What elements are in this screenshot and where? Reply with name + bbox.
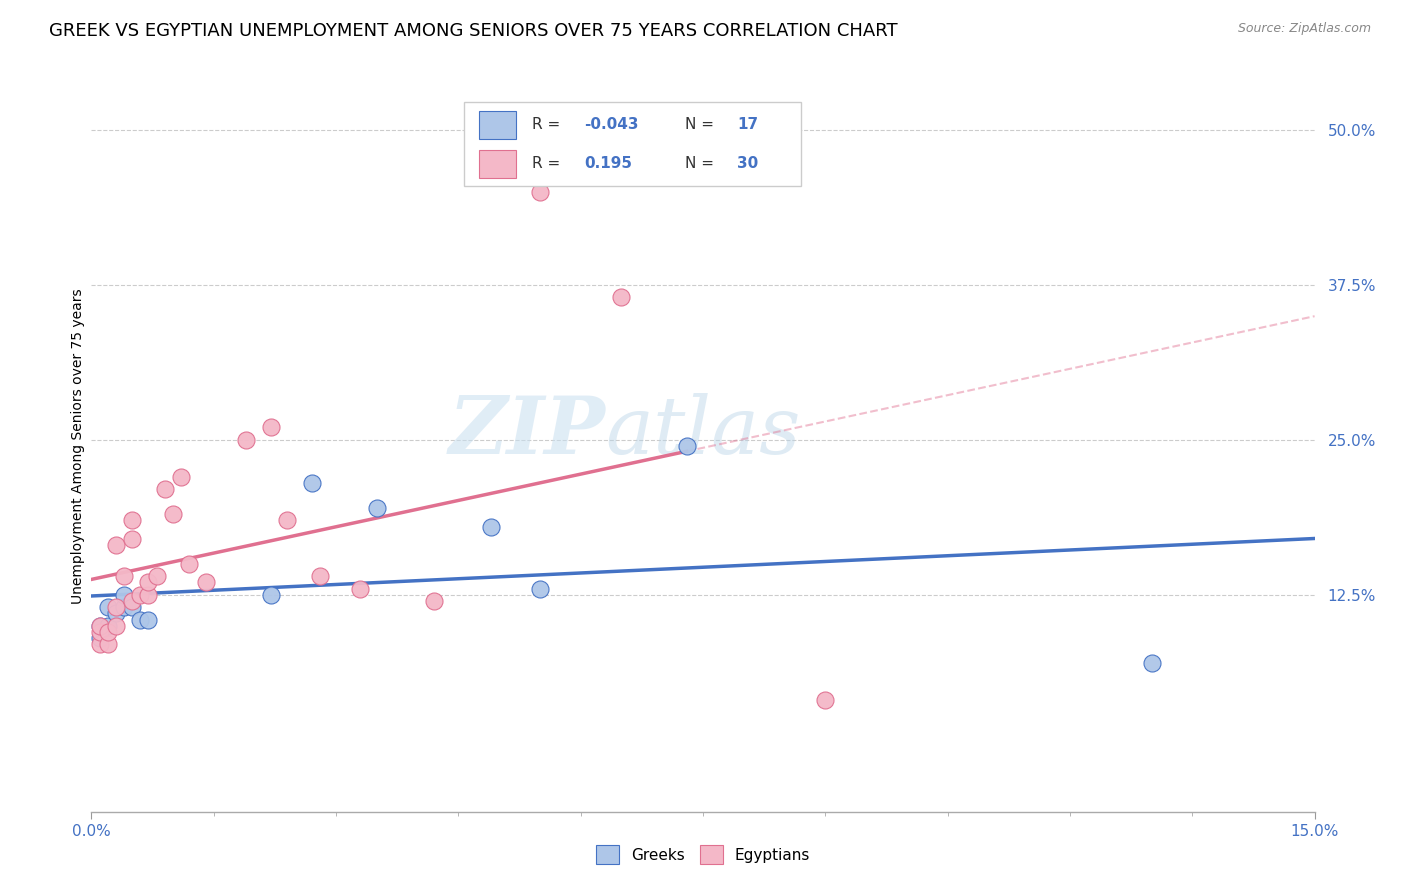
Text: 30: 30	[737, 156, 758, 171]
Point	[301, 476, 323, 491]
Y-axis label: Unemployment Among Seniors over 75 years: Unemployment Among Seniors over 75 years	[70, 288, 84, 604]
Text: atlas: atlas	[605, 392, 800, 470]
FancyBboxPatch shape	[464, 103, 801, 186]
Text: R =: R =	[531, 156, 569, 171]
Point	[121, 594, 143, 608]
Point	[97, 619, 120, 633]
Point	[479, 519, 502, 533]
Point	[179, 557, 201, 571]
Point	[89, 619, 111, 633]
Point	[97, 637, 120, 651]
Point	[170, 470, 193, 484]
Point	[194, 575, 217, 590]
Text: N =: N =	[685, 118, 718, 132]
FancyBboxPatch shape	[479, 111, 516, 139]
Point	[97, 600, 120, 615]
Point	[138, 613, 160, 627]
Legend: Greeks, Egyptians: Greeks, Egyptians	[589, 839, 817, 870]
Point	[366, 500, 388, 515]
Text: 17: 17	[737, 118, 758, 132]
Point	[129, 588, 152, 602]
Text: R =: R =	[531, 118, 565, 132]
Point	[104, 607, 127, 621]
Point	[349, 582, 371, 596]
Point	[260, 420, 283, 434]
Point	[89, 637, 111, 651]
Point	[129, 613, 152, 627]
Text: ZIP: ZIP	[449, 392, 605, 470]
Point	[121, 600, 143, 615]
Point	[1140, 656, 1163, 670]
Point	[529, 185, 551, 199]
Point	[276, 513, 298, 527]
Point	[89, 624, 111, 639]
Point	[423, 594, 446, 608]
Point	[104, 538, 127, 552]
Text: Source: ZipAtlas.com: Source: ZipAtlas.com	[1237, 22, 1371, 36]
FancyBboxPatch shape	[479, 150, 516, 178]
Text: GREEK VS EGYPTIAN UNEMPLOYMENT AMONG SENIORS OVER 75 YEARS CORRELATION CHART: GREEK VS EGYPTIAN UNEMPLOYMENT AMONG SEN…	[49, 22, 898, 40]
Point	[97, 624, 120, 639]
Text: 0.195: 0.195	[585, 156, 633, 171]
Point	[121, 513, 143, 527]
Point	[112, 588, 135, 602]
Point	[610, 290, 633, 304]
Point	[89, 619, 111, 633]
Point	[145, 569, 167, 583]
Point	[104, 619, 127, 633]
Point	[138, 588, 160, 602]
Point	[162, 507, 184, 521]
Point	[89, 631, 111, 645]
Point	[112, 569, 135, 583]
Point	[121, 532, 143, 546]
Point	[104, 600, 127, 615]
Text: N =: N =	[685, 156, 718, 171]
Point	[308, 569, 330, 583]
Point	[814, 693, 837, 707]
Text: -0.043: -0.043	[585, 118, 638, 132]
Point	[112, 600, 135, 615]
Point	[529, 582, 551, 596]
Point	[675, 439, 697, 453]
Point	[260, 588, 283, 602]
Point	[153, 483, 176, 497]
Point	[138, 575, 160, 590]
Point	[235, 433, 257, 447]
